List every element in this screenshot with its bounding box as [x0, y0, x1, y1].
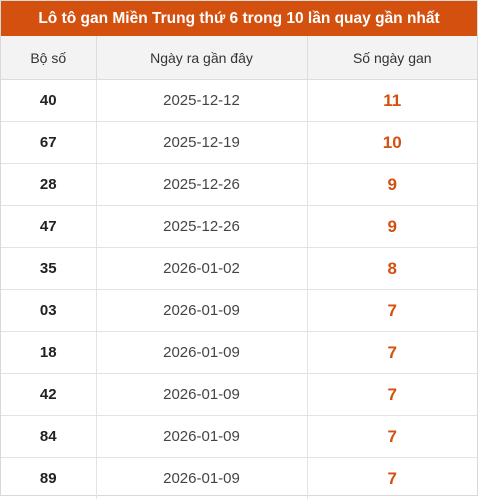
cell-gan-days: 8	[307, 248, 477, 290]
cell-last-date: 2026-01-02	[96, 248, 307, 290]
cell-last-date: 2025-12-19	[96, 122, 307, 164]
table-row: 89 2026-01-09 7	[1, 458, 477, 499]
table-row: 28 2025-12-26 9	[1, 164, 477, 206]
cell-last-date: 2025-12-26	[96, 206, 307, 248]
cell-last-date: 2026-01-09	[96, 332, 307, 374]
cell-gan-days: 7	[307, 332, 477, 374]
table-row: 18 2026-01-09 7	[1, 332, 477, 374]
cell-number: 35	[1, 248, 96, 290]
table-row: 67 2025-12-19 10	[1, 122, 477, 164]
cell-last-date: 2025-12-12	[96, 80, 307, 122]
cell-number: 03	[1, 290, 96, 332]
column-header-number: Bộ số	[1, 36, 96, 80]
table-row: 42 2026-01-09 7	[1, 374, 477, 416]
cell-gan-days: 10	[307, 122, 477, 164]
column-header-last-date: Ngày ra gần đây	[96, 36, 307, 80]
cell-last-date: 2026-01-09	[96, 290, 307, 332]
table-row: 03 2026-01-09 7	[1, 290, 477, 332]
cell-number: 89	[1, 458, 96, 499]
cell-gan-days: 7	[307, 374, 477, 416]
table-row: 47 2025-12-26 9	[1, 206, 477, 248]
cell-gan-days: 9	[307, 206, 477, 248]
cell-number: 18	[1, 332, 96, 374]
cell-number: 84	[1, 416, 96, 458]
cell-number: 40	[1, 80, 96, 122]
cell-last-date: 2025-12-26	[96, 164, 307, 206]
table-row: 40 2025-12-12 11	[1, 80, 477, 122]
column-header-gan-days: Số ngày gan	[307, 36, 477, 80]
cell-gan-days: 11	[307, 80, 477, 122]
cell-gan-days: 9	[307, 164, 477, 206]
cell-number: 47	[1, 206, 96, 248]
lo-gan-table: Bộ số Ngày ra gần đây Số ngày gan 40 202…	[1, 36, 477, 499]
cell-last-date: 2026-01-09	[96, 374, 307, 416]
table-title: Lô tô gan Miền Trung thứ 6 trong 10 lần …	[1, 1, 477, 36]
cell-gan-days: 7	[307, 458, 477, 499]
cell-last-date: 2026-01-09	[96, 458, 307, 499]
table-row: 35 2026-01-02 8	[1, 248, 477, 290]
cell-gan-days: 7	[307, 290, 477, 332]
cell-number: 67	[1, 122, 96, 164]
table-header-row: Bộ số Ngày ra gần đây Số ngày gan	[1, 36, 477, 80]
cell-last-date: 2026-01-09	[96, 416, 307, 458]
table-row: 84 2026-01-09 7	[1, 416, 477, 458]
cell-number: 28	[1, 164, 96, 206]
cell-number: 42	[1, 374, 96, 416]
cell-gan-days: 7	[307, 416, 477, 458]
